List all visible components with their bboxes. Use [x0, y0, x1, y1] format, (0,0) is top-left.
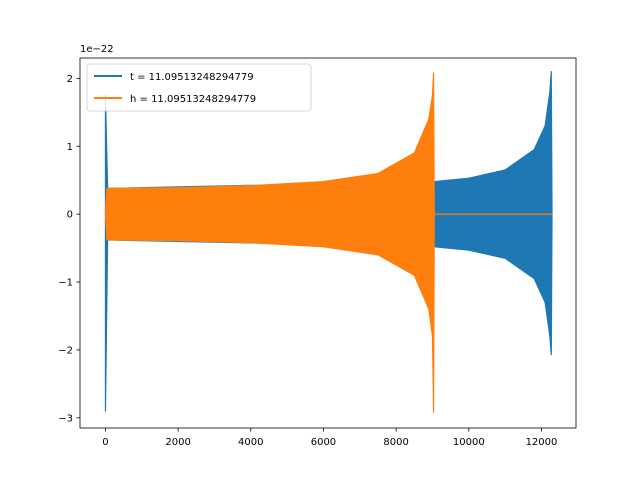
x-tick-label: 10000: [453, 437, 485, 448]
y-axis: −3 −2 −1 0 1 2: [58, 74, 80, 424]
legend-label-series-h: h = 11.09513248294779: [130, 94, 256, 105]
y-tick-label: 1: [67, 142, 73, 153]
y-tick-label: −3: [58, 413, 73, 424]
y-offset-label: 1e−22: [80, 44, 114, 55]
x-tick-label: 6000: [311, 437, 336, 448]
legend-box: [86, 63, 312, 112]
y-tick-label: −2: [58, 345, 73, 356]
series-layer: [104, 70, 553, 413]
x-tick-label: 12000: [526, 437, 558, 448]
series-h-line: [104, 72, 553, 413]
x-tick-label: 2000: [165, 437, 190, 448]
y-tick-label: −1: [58, 278, 73, 289]
y-tick-label: 0: [67, 210, 73, 221]
y-tick-label: 2: [67, 74, 73, 85]
x-tick-label: 4000: [238, 437, 263, 448]
x-tick-label: 8000: [383, 437, 408, 448]
legend: t = 11.09513248294779 h = 11.09513248294…: [86, 63, 312, 112]
axes-frame: [79, 57, 577, 429]
legend-label-series-t: t = 11.09513248294779: [130, 72, 254, 83]
x-tick-label: 0: [102, 437, 108, 448]
x-axis: 0 2000 4000 6000 8000 10000 12000: [102, 428, 557, 448]
